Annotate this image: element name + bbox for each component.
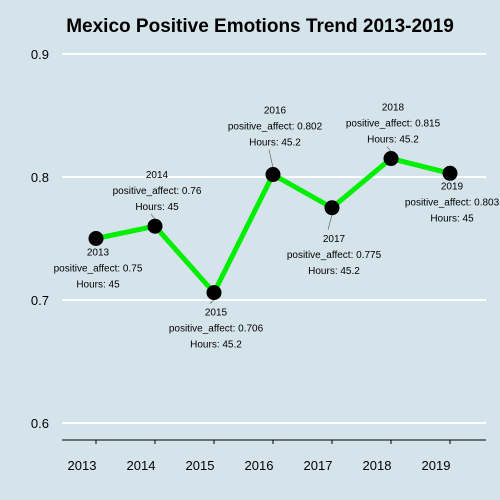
x-tick-label: 2013 (68, 458, 97, 473)
annotation-affect: positive_affect: 0.706 (169, 324, 264, 335)
annotation-leader (268, 149, 274, 168)
x-tick-label: 2018 (363, 458, 392, 473)
annotation-year: 2014 (146, 170, 169, 181)
annotation-affect: positive_affect: 0.75 (54, 264, 143, 275)
annotation-leader (386, 146, 392, 152)
annotation-year: 2018 (382, 103, 405, 114)
annotation-year: 2016 (264, 106, 287, 117)
data-point-2013 (88, 231, 104, 246)
annotation-hours: Hours: 45.2 (367, 135, 419, 146)
x-tick-label: 2016 (245, 458, 274, 473)
annotation-affect: positive_affect: 0.815 (346, 119, 441, 130)
annotation-year: 2013 (87, 248, 110, 259)
annotation-affect: positive_affect: 0.802 (228, 122, 323, 133)
annotation-hours: Hours: 45 (430, 213, 474, 224)
annotation-year: 2017 (323, 234, 346, 245)
annotation-year: 2015 (205, 308, 228, 319)
y-tick-label: 0.8 (31, 170, 49, 185)
y-tick-label: 0.9 (31, 47, 49, 62)
x-axis: 2013 2014 2015 2016 2017 2018 2019 (62, 439, 486, 473)
annotation-leader (209, 299, 215, 304)
data-point-2016 (265, 167, 281, 183)
y-tick-label: 0.6 (31, 416, 49, 431)
annotation-affect: positive_affect: 0.76 (113, 186, 202, 197)
annotation-hours: Hours: 45 (135, 202, 179, 213)
x-tick-label: 2014 (127, 458, 156, 473)
x-tick-label: 2019 (422, 458, 451, 473)
annotation-affect: positive_affect: 0.803 (405, 197, 500, 208)
annotation-leader (150, 214, 156, 220)
data-point-2019 (442, 165, 458, 181)
annotation-year: 2019 (441, 181, 464, 192)
data-point-2018 (383, 151, 399, 167)
annotation-hours: Hours: 45 (76, 280, 120, 291)
y-axis: 0.6 0.7 0.8 0.9 (31, 47, 49, 431)
data-point-2015 (206, 285, 222, 301)
annotations: 2013 positive_affect: 0.75 Hours: 45 2014 po… (54, 103, 500, 351)
x-tick-label: 2017 (304, 458, 333, 473)
annotation-hours: Hours: 45.2 (249, 138, 301, 149)
data-point-2014 (147, 218, 163, 234)
annotation-hours: Hours: 45.2 (308, 266, 360, 277)
y-tick-label: 0.7 (31, 293, 49, 308)
annotation-hours: Hours: 45.2 (190, 340, 242, 351)
annotation-leader (327, 214, 333, 230)
chart-title: Mexico Positive Emotions Trend 2013-2019 (66, 16, 454, 37)
series (88, 151, 458, 301)
data-point-2017 (324, 200, 340, 216)
annotation-affect: positive_affect: 0.775 (287, 250, 382, 261)
x-tick-label: 2015 (186, 458, 215, 473)
